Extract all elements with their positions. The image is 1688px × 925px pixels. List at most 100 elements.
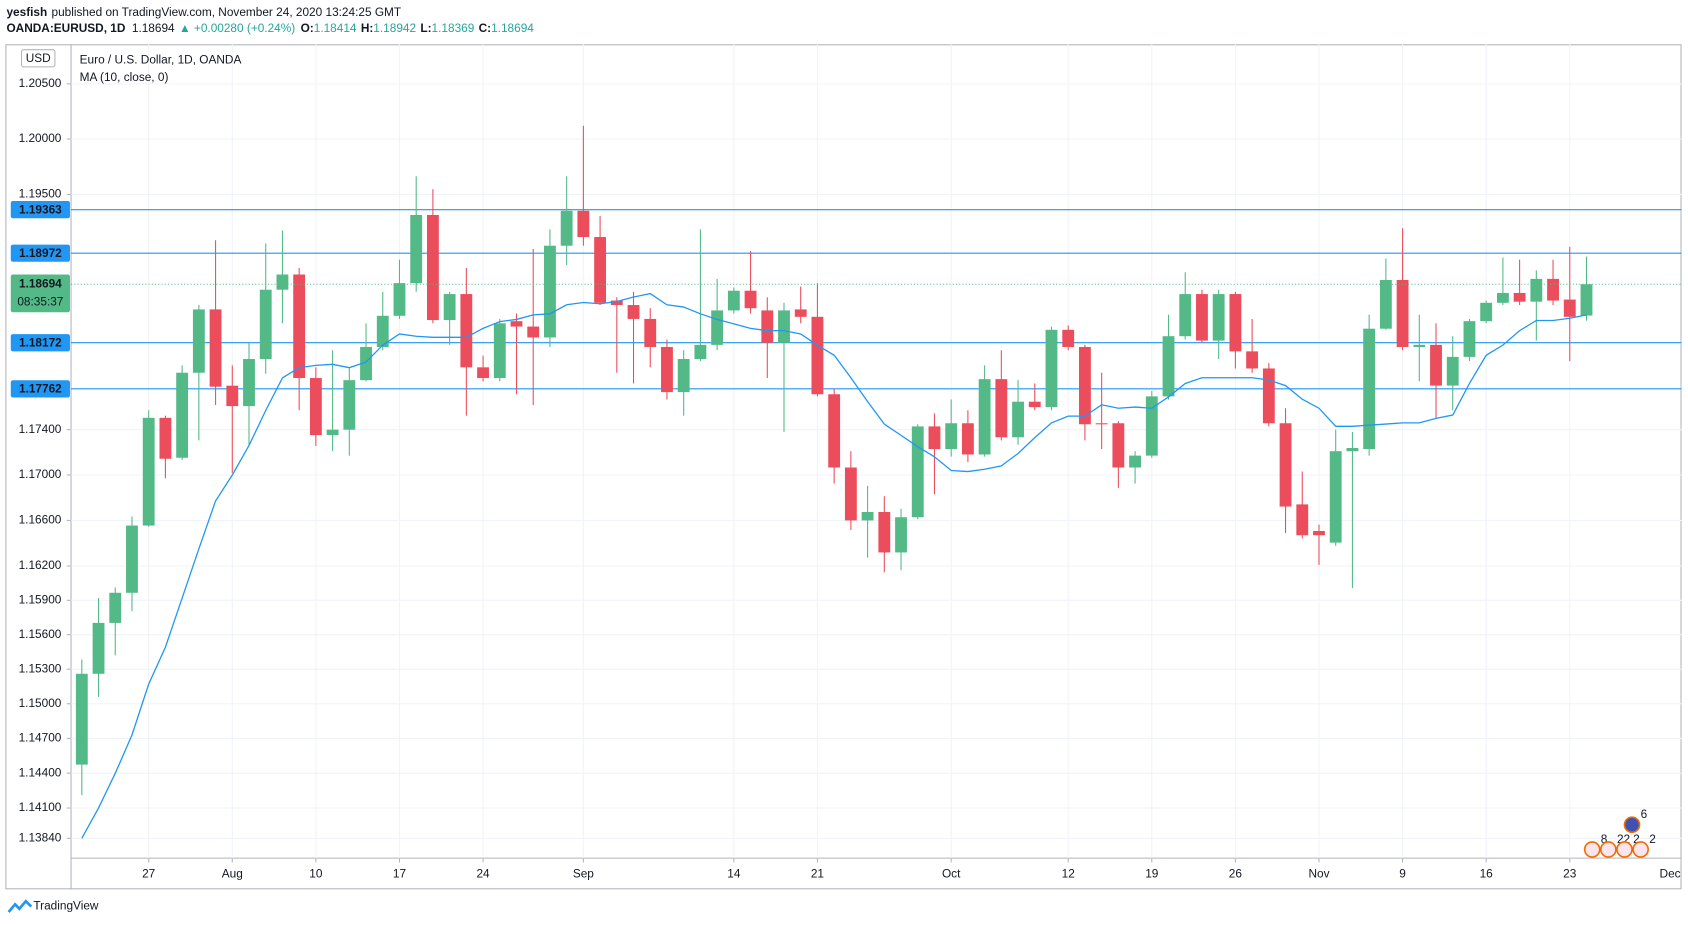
level-label: 1.18172 (19, 335, 62, 349)
candle-body (961, 423, 974, 455)
candle-body (945, 423, 958, 450)
plot (71, 44, 1682, 859)
level-label: 1.17762 (19, 382, 62, 396)
y-tick-label: 1.15000 (19, 696, 62, 710)
candle-body (376, 315, 389, 347)
candle-body (477, 367, 489, 379)
candle-body (1095, 423, 1108, 425)
candle-body (1028, 401, 1041, 408)
candle-body (293, 274, 306, 379)
candle-body (326, 429, 339, 436)
currency-box (20, 49, 56, 68)
candle-body (527, 326, 540, 338)
candle-body (1463, 321, 1476, 357)
candle-body (243, 359, 255, 407)
x-tick-label: 9 (1399, 866, 1406, 880)
candle-body (1547, 278, 1559, 301)
candle-body (1346, 448, 1359, 452)
publish-line: yesfish published on TradingView.com, Nov… (6, 5, 401, 19)
x-tick-label: 26 (1229, 866, 1243, 880)
level-label: 1.18972 (19, 246, 62, 260)
symbol: OANDA:EURUSD, 1D (6, 21, 125, 35)
candle-body (360, 346, 372, 381)
y-tick-label: 1.14100 (19, 800, 62, 814)
moving-average (81, 292, 1587, 839)
candle-body (610, 300, 623, 306)
candle-body (493, 323, 506, 379)
ohlc-value: 1.18694 (491, 21, 534, 35)
x-tick-label: 10 (309, 866, 323, 880)
currency: USD (26, 51, 51, 65)
candle-body (1162, 336, 1175, 397)
candle-body (1229, 294, 1242, 352)
candle-body (761, 310, 774, 343)
candle-body (1480, 302, 1493, 322)
indicator-label: MA (10, close, 0) (80, 70, 169, 84)
candle-body (1580, 284, 1593, 316)
candle-body (895, 517, 907, 553)
event-icon (1583, 841, 1601, 858)
candle-body (828, 394, 841, 468)
candle-body (677, 359, 690, 393)
candle-body (1112, 423, 1125, 468)
x-tick-label: Nov (1308, 866, 1329, 880)
level-label: 1.19363 (19, 202, 62, 216)
y-tick-label: 1.14700 (19, 731, 62, 745)
candle-body (126, 525, 138, 593)
candle-body (426, 214, 439, 321)
x-tick-label: 16 (1480, 866, 1494, 880)
y-tick-label: 1.16200 (19, 558, 62, 572)
last-price: 1.18694 (132, 21, 175, 35)
ohlc-label: H: (361, 21, 373, 35)
candle-body (75, 673, 88, 765)
candle-body (727, 290, 740, 311)
candle-body (1396, 279, 1409, 347)
candle-body (928, 426, 941, 450)
y-tick-label: 1.19500 (19, 187, 62, 201)
x-tick-label: 14 (727, 866, 741, 880)
candle-body (1262, 368, 1275, 424)
candle-body (1496, 292, 1509, 303)
candle-body (711, 310, 724, 345)
candle-body (276, 274, 289, 290)
candle-body (1513, 292, 1526, 302)
candle-body (661, 346, 673, 393)
x-tick-label: Dec (1660, 866, 1681, 880)
x-tick-label: 24 (476, 866, 490, 880)
last-price-box (10, 274, 70, 313)
published: published on TradingView.com, November 2… (52, 5, 402, 19)
change: ▲ +0.00280 (+0.24%) (179, 21, 295, 35)
candle-body (694, 344, 707, 360)
event-icon (1599, 841, 1617, 858)
ohlc-value: 1.18369 (432, 21, 475, 35)
candle-body (1045, 329, 1058, 408)
candle-body (995, 379, 1008, 438)
candle-body (794, 309, 807, 317)
candle-body (109, 592, 122, 623)
y-tick-label: 1.20000 (19, 131, 62, 145)
ohlc-value: 1.18942 (373, 21, 416, 35)
y-tick-label: 1.13840 (19, 830, 62, 844)
level-label-box (10, 380, 70, 398)
candle-body (594, 237, 607, 303)
y-tick-label: 1.17400 (19, 422, 62, 436)
candle-body (811, 316, 824, 395)
event-count: 8 (1601, 832, 1608, 846)
candle-body (778, 310, 790, 343)
candle-body (844, 467, 857, 521)
x-tick-label: 27 (142, 866, 155, 880)
footer-logo (7, 899, 33, 913)
candle-body (878, 512, 891, 553)
candle-body (460, 294, 473, 368)
event-icon (1623, 816, 1641, 834)
candle-body (544, 245, 556, 338)
ohlc-label: C: (479, 21, 491, 35)
candle-body (92, 622, 105, 674)
x-tick-label: Sep (573, 866, 594, 880)
candle-body (861, 512, 874, 521)
candle-body (1296, 504, 1309, 536)
countdown: 08:35:37 (17, 295, 63, 309)
footer-brand: TradingView (33, 899, 99, 913)
